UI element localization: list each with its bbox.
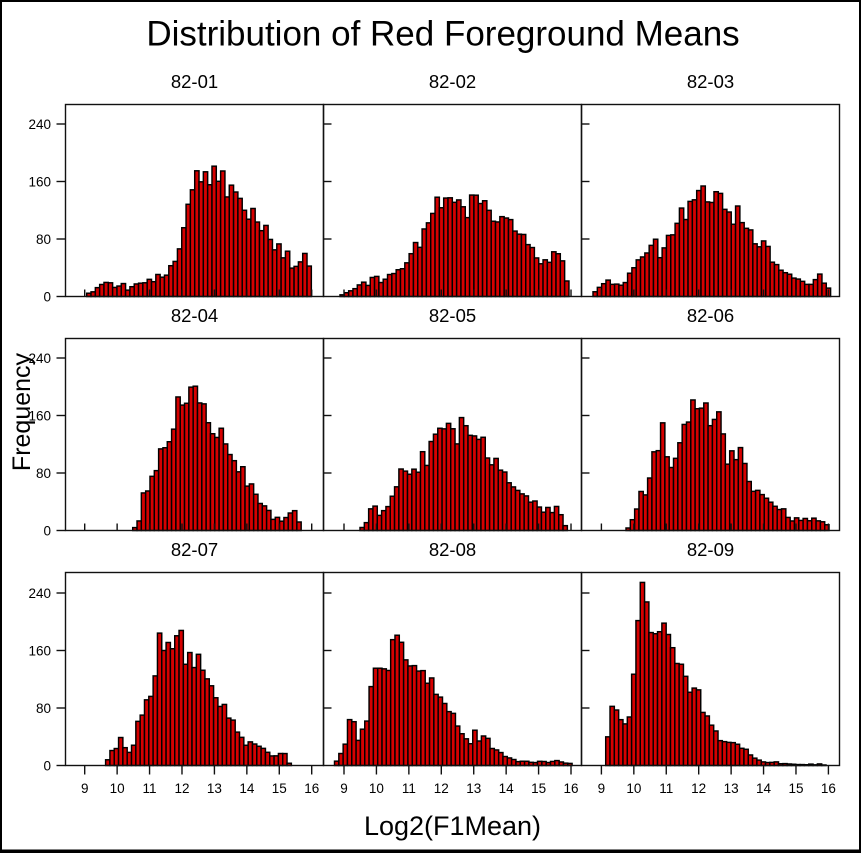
svg-text:14: 14 <box>756 781 772 796</box>
svg-text:15: 15 <box>272 781 287 796</box>
svg-text:12: 12 <box>434 781 449 796</box>
svg-text:12: 12 <box>174 781 189 796</box>
svg-text:10: 10 <box>110 781 125 796</box>
svg-text:11: 11 <box>402 781 416 796</box>
svg-text:16: 16 <box>563 781 578 796</box>
svg-text:160: 160 <box>28 408 51 423</box>
svg-text:Log2(F1Mean): Log2(F1Mean) <box>364 811 541 841</box>
svg-text:160: 160 <box>28 174 51 189</box>
svg-text:10: 10 <box>626 781 641 796</box>
svg-text:10: 10 <box>369 781 384 796</box>
svg-text:16: 16 <box>304 781 319 796</box>
svg-text:13: 13 <box>207 781 222 796</box>
svg-text:82-04: 82-04 <box>171 305 218 326</box>
svg-text:12: 12 <box>691 781 706 796</box>
svg-text:240: 240 <box>28 586 51 601</box>
svg-text:82-06: 82-06 <box>687 305 734 326</box>
svg-text:80: 80 <box>36 466 51 481</box>
svg-text:240: 240 <box>28 351 51 366</box>
svg-text:82-09: 82-09 <box>687 539 734 560</box>
svg-text:15: 15 <box>531 781 546 796</box>
svg-text:9: 9 <box>598 781 606 796</box>
svg-text:240: 240 <box>28 117 51 132</box>
svg-text:Frequency: Frequency <box>8 352 36 471</box>
svg-text:11: 11 <box>143 781 157 796</box>
svg-text:160: 160 <box>28 643 51 658</box>
svg-text:11: 11 <box>659 781 673 796</box>
svg-text:82-08: 82-08 <box>429 539 476 560</box>
svg-text:14: 14 <box>239 781 255 796</box>
svg-text:16: 16 <box>821 781 836 796</box>
svg-text:82-07: 82-07 <box>171 539 218 560</box>
svg-text:0: 0 <box>43 758 51 773</box>
svg-text:13: 13 <box>724 781 739 796</box>
svg-text:80: 80 <box>36 232 51 247</box>
svg-text:15: 15 <box>788 781 803 796</box>
svg-text:0: 0 <box>43 523 51 538</box>
svg-text:13: 13 <box>466 781 481 796</box>
svg-text:9: 9 <box>81 781 89 796</box>
svg-text:82-03: 82-03 <box>687 71 734 92</box>
svg-text:0: 0 <box>43 289 51 304</box>
svg-text:Distribution of Red Foreground: Distribution of Red Foreground Means <box>146 15 739 54</box>
svg-text:9: 9 <box>340 781 348 796</box>
svg-text:82-01: 82-01 <box>171 71 218 92</box>
svg-text:82-05: 82-05 <box>429 305 476 326</box>
svg-text:14: 14 <box>499 781 515 796</box>
svg-text:82-02: 82-02 <box>429 71 476 92</box>
svg-text:80: 80 <box>36 701 51 716</box>
